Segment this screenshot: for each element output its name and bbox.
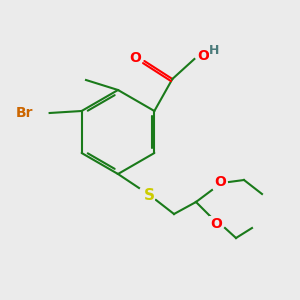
Text: O: O bbox=[197, 49, 209, 63]
Text: H: H bbox=[209, 44, 220, 56]
Text: O: O bbox=[129, 51, 141, 65]
Text: O: O bbox=[214, 175, 226, 189]
Text: S: S bbox=[143, 188, 155, 202]
Text: O: O bbox=[210, 217, 222, 231]
Text: Br: Br bbox=[16, 106, 34, 120]
